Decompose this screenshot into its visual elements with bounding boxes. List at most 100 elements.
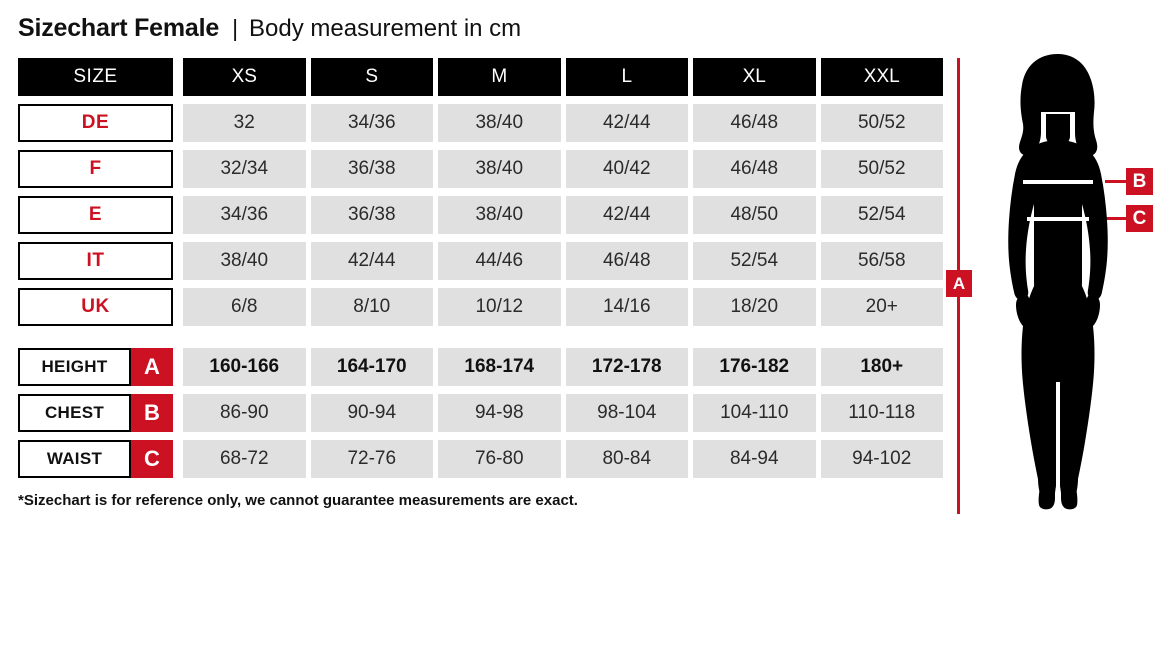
spacer	[173, 104, 178, 142]
cell-height-xs: 160-166	[183, 348, 306, 386]
cell-uk-l: 14/16	[565, 288, 688, 326]
cell-e-xxl: 52/54	[820, 196, 943, 234]
cell-it-xs: 38/40	[183, 242, 306, 280]
cell-waist-xs: 68-72	[183, 440, 306, 478]
spacer	[173, 440, 178, 478]
cell-chest-m: 94-98	[438, 394, 561, 432]
cell-chest-l: 98-104	[565, 394, 688, 432]
cell-it-xxl: 56/58	[820, 242, 943, 280]
cell-chest-xs: 86-90	[183, 394, 306, 432]
row-label-waist-wrap: WAIST C	[18, 440, 173, 478]
cell-it-xl: 52/54	[693, 242, 816, 280]
spacer	[173, 58, 178, 96]
cell-height-m: 168-174	[438, 348, 561, 386]
row-label-height: HEIGHT	[18, 348, 131, 386]
cell-f-xl: 46/48	[693, 150, 816, 188]
cell-waist-m: 76-80	[438, 440, 561, 478]
cell-it-m: 44/46	[438, 242, 561, 280]
cell-e-m: 38/40	[438, 196, 561, 234]
cell-de-m: 38/40	[438, 104, 561, 142]
cell-f-s: 36/38	[310, 150, 433, 188]
table-row: IT 38/40 42/44 44/46 46/48 52/54 56/58	[18, 242, 943, 280]
badge-a-table: A	[131, 348, 173, 386]
cell-f-xs: 32/34	[183, 150, 306, 188]
header-size-xs: XS	[183, 58, 306, 96]
row-label-f: F	[18, 150, 173, 188]
cell-height-s: 164-170	[310, 348, 433, 386]
row-label-e: E	[18, 196, 173, 234]
header-size-l: L	[565, 58, 688, 96]
row-label-it: IT	[18, 242, 173, 280]
cell-uk-s: 8/10	[310, 288, 433, 326]
female-silhouette-icon	[1008, 54, 1108, 510]
spacer	[173, 242, 178, 280]
spacer	[173, 196, 178, 234]
cell-waist-xl: 84-94	[693, 440, 816, 478]
body-measurement-figure: A B C	[943, 52, 1169, 522]
header-size-label: SIZE	[18, 58, 173, 96]
spacer	[173, 348, 178, 386]
badge-c-table: C	[131, 440, 173, 478]
cell-de-l: 42/44	[565, 104, 688, 142]
spacer	[173, 288, 178, 326]
section-divider	[18, 334, 943, 348]
table-row: WAIST C 68-72 72-76 76-80 80-84 84-94 94…	[18, 440, 943, 478]
title-separator: |	[232, 15, 239, 41]
cell-waist-s: 72-76	[310, 440, 433, 478]
figure-badge-c: C	[1126, 205, 1153, 232]
cell-uk-m: 10/12	[438, 288, 561, 326]
cell-e-l: 42/44	[565, 196, 688, 234]
waist-leader-line	[1105, 217, 1128, 220]
footnote-disclaimer: *Sizechart is for reference only, we can…	[18, 492, 578, 509]
cell-e-xs: 34/36	[183, 196, 306, 234]
header-size-xl: XL	[693, 58, 816, 96]
cell-chest-xxl: 110-118	[820, 394, 943, 432]
cell-chest-xl: 104-110	[693, 394, 816, 432]
page-title-subtitle: Body measurement in cm	[249, 15, 522, 42]
table-row: F 32/34 36/38 38/40 40/42 46/48 50/52	[18, 150, 943, 188]
cell-uk-xs: 6/8	[183, 288, 306, 326]
cell-uk-xxl: 20+	[820, 288, 943, 326]
table-row: UK 6/8 8/10 10/12 14/16 18/20 20+	[18, 288, 943, 326]
cell-uk-xl: 18/20	[693, 288, 816, 326]
spacer	[173, 150, 178, 188]
header-size-xxl: XXL	[820, 58, 943, 96]
table-row: CHEST B 86-90 90-94 94-98 98-104 104-110…	[18, 394, 943, 432]
chest-leader-line	[1105, 180, 1128, 183]
table-header-row: SIZE XS S M L XL XXL	[18, 58, 943, 96]
spacer	[173, 394, 178, 432]
row-label-de: DE	[18, 104, 173, 142]
row-label-height-wrap: HEIGHT A	[18, 348, 173, 386]
page-title-main: Sizechart Female	[18, 14, 220, 42]
row-label-uk: UK	[18, 288, 173, 326]
cell-f-m: 38/40	[438, 150, 561, 188]
figure-badge-b: B	[1126, 168, 1153, 195]
cell-de-xl: 46/48	[693, 104, 816, 142]
cell-e-s: 36/38	[310, 196, 433, 234]
table-row: E 34/36 36/38 38/40 42/44 48/50 52/54	[18, 196, 943, 234]
cell-height-xl: 176-182	[693, 348, 816, 386]
cell-f-l: 40/42	[565, 150, 688, 188]
table-row: DE 32 34/36 38/40 42/44 46/48 50/52	[18, 104, 943, 142]
cell-de-s: 34/36	[310, 104, 433, 142]
size-chart-table: SIZE XS S M L XL XXL DE 32 34/36 38/40 4…	[18, 58, 943, 486]
cell-de-xs: 32	[183, 104, 306, 142]
row-label-chest: CHEST	[18, 394, 131, 432]
cell-it-s: 42/44	[310, 242, 433, 280]
cell-it-l: 46/48	[565, 242, 688, 280]
badge-b-table: B	[131, 394, 173, 432]
page-title: Sizechart Female | Body measurement in c…	[18, 14, 521, 43]
header-size-s: S	[310, 58, 433, 96]
cell-waist-xxl: 94-102	[820, 440, 943, 478]
cell-de-xxl: 50/52	[820, 104, 943, 142]
cell-height-xxl: 180+	[820, 348, 943, 386]
cell-chest-s: 90-94	[310, 394, 433, 432]
cell-waist-l: 80-84	[565, 440, 688, 478]
cell-height-l: 172-178	[565, 348, 688, 386]
figure-badge-a: A	[946, 270, 972, 297]
row-label-waist: WAIST	[18, 440, 131, 478]
row-label-chest-wrap: CHEST B	[18, 394, 173, 432]
cell-e-xl: 48/50	[693, 196, 816, 234]
header-size-m: M	[438, 58, 561, 96]
table-row: HEIGHT A 160-166 164-170 168-174 172-178…	[18, 348, 943, 386]
